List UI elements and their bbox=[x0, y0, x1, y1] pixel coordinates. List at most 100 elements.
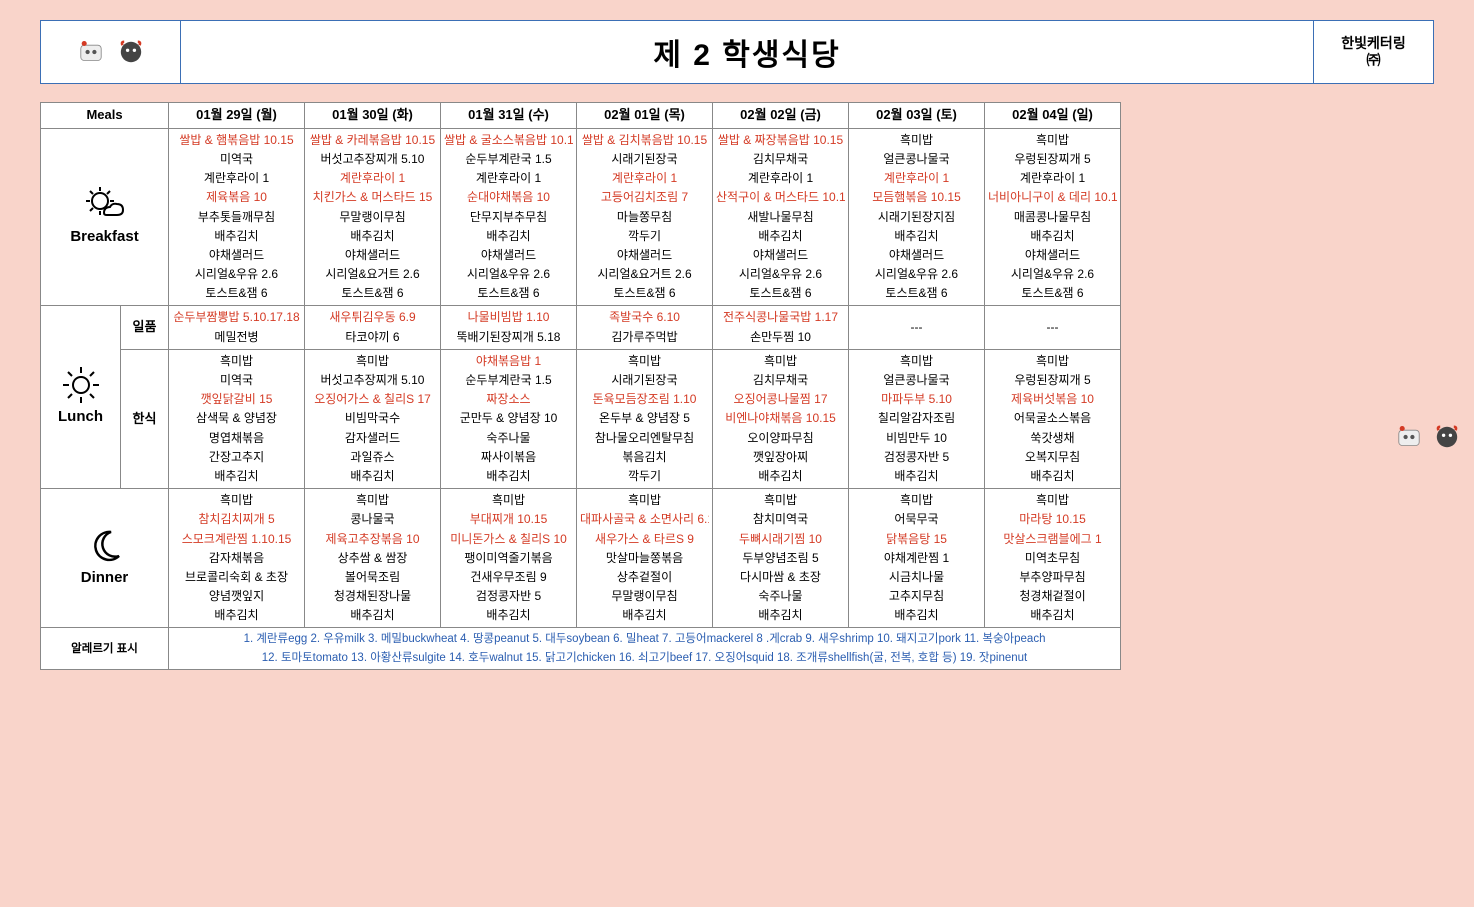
dinner-day-cell: 흑미밥마라탕 10.15맛살스크램블에그 1미역초무침부추양파무침청경채겉절이배… bbox=[985, 489, 1121, 628]
menu-item: 흑미밥 bbox=[716, 491, 845, 510]
menu-item: 배추김치 bbox=[716, 227, 845, 246]
day-header: 02월 03일 (토) bbox=[849, 103, 985, 129]
menu-item: 감자채볶음 bbox=[172, 549, 301, 568]
menu-item: 토스트&잼 6 bbox=[988, 284, 1117, 303]
sun-icon bbox=[61, 365, 101, 405]
menu-item: 우렁된장찌개 5 bbox=[988, 150, 1117, 169]
breakfast-day-cell: 흑미밥우렁된장찌개 5계란후라이 1너비아니구이 & 데리 10.15매콤콩나물… bbox=[985, 128, 1121, 306]
menu-item: 미역국 bbox=[172, 150, 301, 169]
menu-item: 상추겉절이 bbox=[580, 568, 709, 587]
menu-item: 배추김치 bbox=[852, 227, 981, 246]
menu-item: 쌀밥 & 굴소스볶음밥 10.15 bbox=[444, 131, 573, 150]
menu-item: 대파사골국 & 소면사리 6.16 bbox=[580, 510, 709, 529]
menu-item: 오징어가스 & 칠리S 17 bbox=[308, 390, 437, 409]
menu-item: 팽이미역줄기볶음 bbox=[444, 549, 573, 568]
menu-item: 오징어콩나물찜 17 bbox=[716, 390, 845, 409]
menu-item: 마라탕 10.15 bbox=[988, 510, 1117, 529]
menu-item: 배추김치 bbox=[172, 606, 301, 625]
menu-item: 콩나물국 bbox=[308, 510, 437, 529]
menu-item: 두부양념조림 5 bbox=[716, 549, 845, 568]
menu-item: 검정콩자반 5 bbox=[444, 587, 573, 606]
menu-item: 흑미밥 bbox=[852, 131, 981, 150]
menu-item: 어묵무국 bbox=[852, 510, 981, 529]
catering-sub: ㈜ bbox=[1367, 52, 1381, 69]
menu-item: 마파두부 5.10 bbox=[852, 390, 981, 409]
menu-item: 맛살스크램블에그 1 bbox=[988, 530, 1117, 549]
menu-item: 깻잎장아찌 bbox=[716, 448, 845, 467]
menu-item: 계란후라이 1 bbox=[988, 169, 1117, 188]
menu-item: 배추김치 bbox=[444, 467, 573, 486]
robot-icon-2 bbox=[114, 35, 148, 69]
breakfast-day-cell: 쌀밥 & 햄볶음밥 10.15미역국계란후라이 1제육볶음 10부추톳들깨무침배… bbox=[169, 128, 305, 306]
menu-item: 새발나물무침 bbox=[716, 208, 845, 227]
menu-item: 짜사이볶음 bbox=[444, 448, 573, 467]
menu-item: 간장고추지 bbox=[172, 448, 301, 467]
dinner-label-cell: Dinner bbox=[41, 489, 169, 628]
menu-item: 시래기된장국 bbox=[580, 150, 709, 169]
menu-item: 야채샐러드 bbox=[172, 246, 301, 265]
menu-item: 시리얼&요거트 2.6 bbox=[580, 265, 709, 284]
menu-item: 배추김치 bbox=[172, 467, 301, 486]
menu-item: 시래기된장국 bbox=[580, 371, 709, 390]
menu-item: 닭볶음탕 15 bbox=[852, 530, 981, 549]
menu-item: 치킨가스 & 머스타드 15 bbox=[308, 188, 437, 207]
lunch-hansik-cell: 흑미밥미역국깻잎닭갈비 15삼색묵 & 양념장명엽채볶음간장고추지배추김치 bbox=[169, 349, 305, 488]
lunch-hansik-cell: 흑미밥김치무채국오징어콩나물찜 17비엔나야채볶음 10.15오이양파무침깻잎장… bbox=[713, 349, 849, 488]
menu-item: 계란후라이 1 bbox=[444, 169, 573, 188]
allergy-line-1: 1. 계란류egg 2. 우유milk 3. 메밀buckwheat 4. 땅콩… bbox=[172, 630, 1117, 648]
menu-item: 순대야채볶음 10 bbox=[444, 188, 573, 207]
header-bar: 제 2 학생식당 한빛케터링 ㈜ bbox=[40, 20, 1434, 84]
lunch-ilpum-cell: 나물비빔밥 1.10뚝배기된장찌개 5.18 bbox=[441, 306, 577, 349]
menu-item: 참치김치찌개 5 bbox=[172, 510, 301, 529]
menu-item: 얼큰콩나물국 bbox=[852, 371, 981, 390]
menu-item: 토스트&잼 6 bbox=[444, 284, 573, 303]
menu-item: 미역국 bbox=[172, 371, 301, 390]
menu-item: 흑미밥 bbox=[852, 491, 981, 510]
menu-item: 참치미역국 bbox=[716, 510, 845, 529]
menu-item: 짜장소스 bbox=[444, 390, 573, 409]
menu-item: 얼큰콩나물국 bbox=[852, 150, 981, 169]
lunch-ilpum-cell: --- bbox=[985, 306, 1121, 349]
menu-item: 야채계란찜 1 bbox=[852, 549, 981, 568]
menu-item: 맛살마늘쫑볶음 bbox=[580, 549, 709, 568]
menu-item: 오이양파무침 bbox=[716, 429, 845, 448]
menu-item: 양념깻잎지 bbox=[172, 587, 301, 606]
menu-item: 흑미밥 bbox=[988, 131, 1117, 150]
lunch-label: Lunch bbox=[44, 405, 117, 429]
breakfast-label: Breakfast bbox=[44, 225, 165, 249]
menu-item: 깍두기 bbox=[580, 227, 709, 246]
menu-item: 시금치나물 bbox=[852, 568, 981, 587]
menu-item: 야채볶음밥 1 bbox=[444, 352, 573, 371]
menu-item: 흑미밥 bbox=[308, 491, 437, 510]
menu-item: 배추김치 bbox=[852, 606, 981, 625]
menu-item: 계란후라이 1 bbox=[716, 169, 845, 188]
menu-item: 야채샐러드 bbox=[852, 246, 981, 265]
breakfast-day-cell: 흑미밥얼큰콩나물국계란후라이 1모듬햄볶음 10.15시래기된장지짐배추김치야채… bbox=[849, 128, 985, 306]
menu-item: --- bbox=[988, 318, 1117, 337]
menu-item: 단무지부추무침 bbox=[444, 208, 573, 227]
menu-item: 미니돈가스 & 칠리S 10 bbox=[444, 530, 573, 549]
lunch-label-cell: Lunch bbox=[41, 306, 121, 489]
menu-item: 스모크계란찜 1.10.15 bbox=[172, 530, 301, 549]
robot-icon-side-1 bbox=[1392, 420, 1426, 454]
menu-item: 시리얼&우유 2.6 bbox=[716, 265, 845, 284]
breakfast-label-cell: Breakfast bbox=[41, 128, 169, 306]
menu-item: 어묵굴소스볶음 bbox=[988, 409, 1117, 428]
menu-item: 순두부짬뽕밥 5.10.17.18 bbox=[172, 308, 301, 327]
day-header: 01월 31일 (수) bbox=[441, 103, 577, 129]
sun-cloud-icon bbox=[82, 185, 128, 225]
menu-item: 배추김치 bbox=[852, 467, 981, 486]
robot-icon-1 bbox=[74, 35, 108, 69]
menu-item: 고등어김치조림 7 bbox=[580, 188, 709, 207]
lunch-hansik-cell: 흑미밥우렁된장찌개 5제육버섯볶음 10어묵굴소스볶음쑥갓생채오복지무침배추김치 bbox=[985, 349, 1121, 488]
menu-item: 제육볶음 10 bbox=[172, 188, 301, 207]
menu-item: 삼색묵 & 양념장 bbox=[172, 409, 301, 428]
dinner-day-cell: 흑미밥참치김치찌개 5스모크계란찜 1.10.15감자채볶음브로콜리숙회 & 초… bbox=[169, 489, 305, 628]
day-header: 01월 29일 (월) bbox=[169, 103, 305, 129]
lunch-ilpum-cell: 전주식콩나물국밥 1.17손만두찜 10 bbox=[713, 306, 849, 349]
menu-item: 토스트&잼 6 bbox=[172, 284, 301, 303]
menu-item: 시리얼&우유 2.6 bbox=[852, 265, 981, 284]
menu-item: 숙주나물 bbox=[716, 587, 845, 606]
menu-item: 쑥갓생채 bbox=[988, 429, 1117, 448]
menu-item: 배추김치 bbox=[716, 467, 845, 486]
